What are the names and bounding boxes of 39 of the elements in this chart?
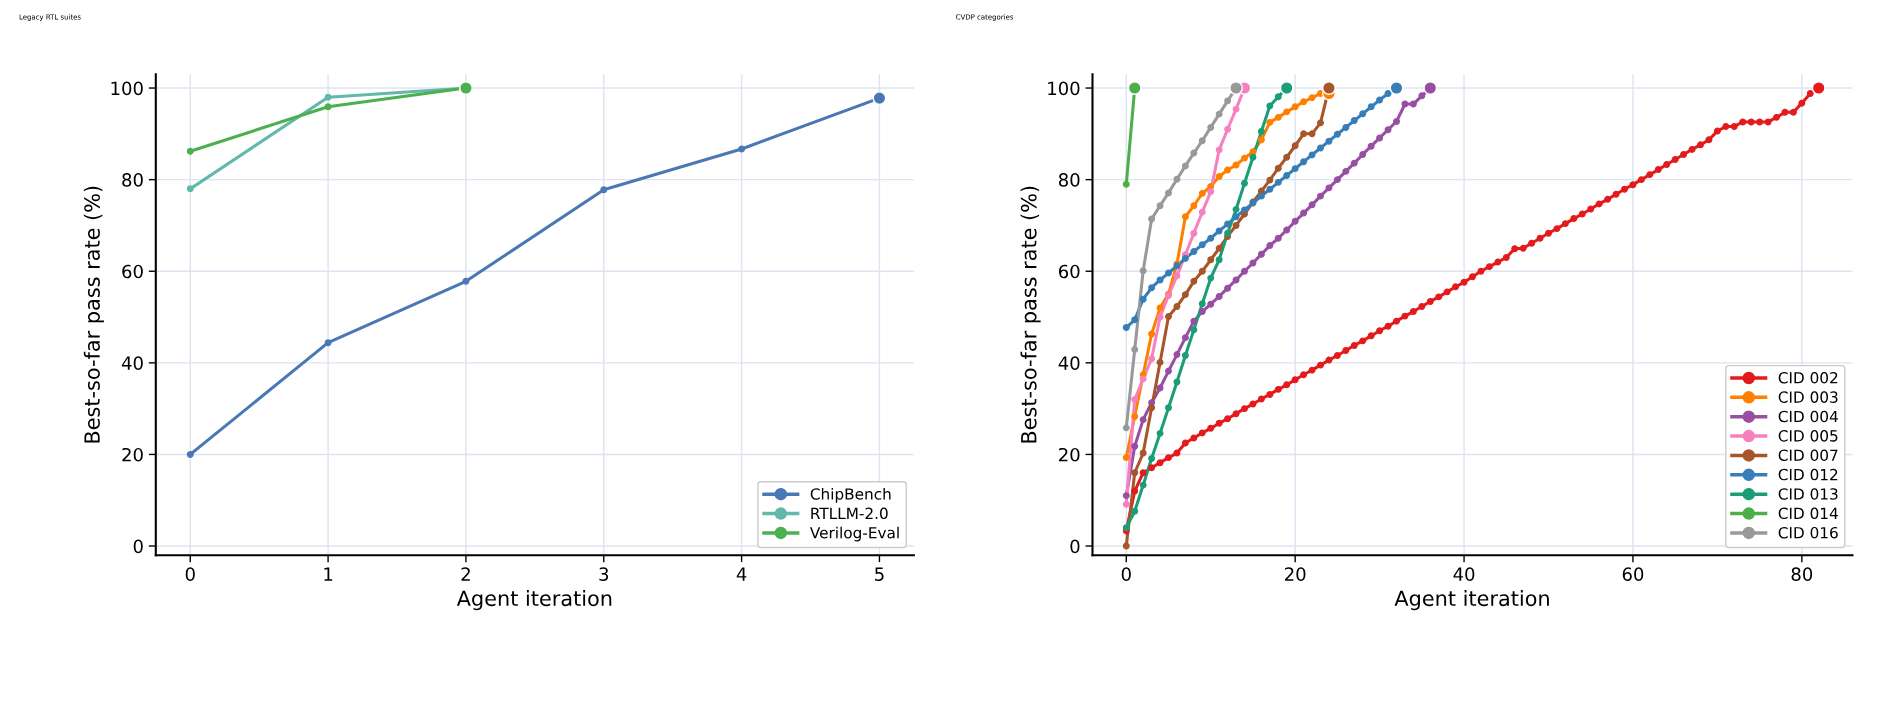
legend-label: CID 013 xyxy=(1778,488,1838,500)
legend-label: CID 002 xyxy=(1778,371,1838,384)
x-tick-label: 20 xyxy=(1285,567,1306,581)
y-tick-label: 0 xyxy=(1070,539,1080,554)
x-tick-label: 0 xyxy=(1121,567,1131,581)
x-tick-label: 80 xyxy=(1791,567,1813,581)
y-axis-title: Best-so-far pass rate (%) xyxy=(1020,186,1041,443)
x-tick-label: 3 xyxy=(599,567,609,581)
legend-label: CID 005 xyxy=(1778,430,1838,442)
x-axis-title: Agent iteration xyxy=(456,590,612,611)
legend-label: ChipBench xyxy=(810,487,891,503)
legend-label: CID 004 xyxy=(1778,410,1838,423)
y-tick-label: 100 xyxy=(1048,81,1080,96)
x-axis-title: Agent iteration xyxy=(1394,590,1549,611)
y-tick-label: 40 xyxy=(1058,356,1080,370)
y-tick-label: 0 xyxy=(133,539,143,554)
legend-label: RTLLM-2.0 xyxy=(811,507,888,520)
legend-label: CID 016 xyxy=(1778,526,1838,539)
y-tick-label: 20 xyxy=(1059,447,1080,462)
x-tick-label: 1 xyxy=(324,567,333,581)
y-tick-label: 80 xyxy=(1058,173,1080,187)
legend-label: CID 007 xyxy=(1778,449,1838,461)
y-tick-label: 60 xyxy=(1058,264,1080,279)
y-tick-label: 100 xyxy=(111,81,143,96)
x-tick-label: 2 xyxy=(461,567,470,581)
legend-label: Verilog-Eval xyxy=(809,526,899,542)
x-tick-label: 40 xyxy=(1453,567,1475,581)
x-tick-label: 5 xyxy=(875,567,884,581)
y-axis-title: Best-so-far pass rate (%) xyxy=(83,186,104,443)
legend-label: CID 014 xyxy=(1778,507,1838,520)
x-tick-label: 60 xyxy=(1622,567,1644,581)
legend-label: CID 003 xyxy=(1778,391,1838,403)
x-tick-label: 0 xyxy=(185,567,195,581)
y-tick-label: 80 xyxy=(122,173,143,187)
legend-label: CID 012 xyxy=(1778,468,1838,481)
y-tick-label: 20 xyxy=(122,447,143,462)
x-tick-label: 4 xyxy=(736,567,747,581)
y-tick-label: 60 xyxy=(122,264,143,279)
y-tick-label: 40 xyxy=(121,356,143,370)
